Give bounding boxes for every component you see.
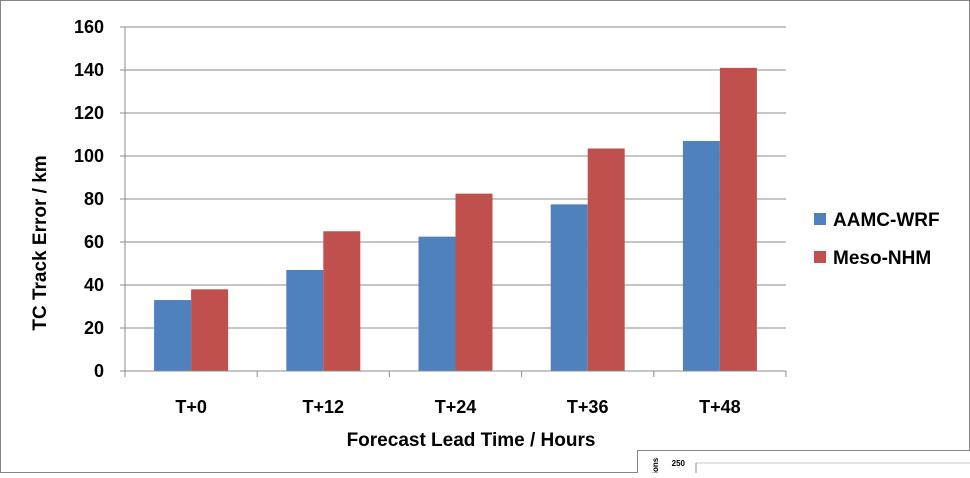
legend-swatch — [814, 251, 826, 263]
inset-y-tick-label: 250 — [672, 459, 686, 468]
bar-meso-nhm — [456, 194, 493, 371]
x-axis-label: Forecast Lead Time / Hours — [347, 430, 596, 451]
bar-aamc-wrf — [286, 270, 323, 371]
inset-chart-border — [638, 451, 970, 474]
y-tick-label: 60 — [84, 232, 104, 252]
y-tick-label: 100 — [74, 146, 104, 166]
y-tick-label: 120 — [74, 103, 104, 123]
y-tick-label: 0 — [94, 361, 104, 381]
x-tick-label: T+0 — [175, 397, 207, 417]
y-tick-label: 140 — [74, 60, 104, 80]
x-tick-label: T+36 — [567, 397, 609, 417]
bar-meso-nhm — [720, 68, 757, 371]
y-axis-label: TC Track Error / km — [30, 155, 51, 330]
bar-meso-nhm — [191, 289, 228, 371]
bar-aamc-wrf — [419, 237, 456, 371]
bar-aamc-wrf — [154, 300, 191, 371]
y-tick-label: 160 — [74, 17, 104, 37]
x-tick-label: T+48 — [699, 397, 741, 417]
x-tick-label: T+12 — [303, 397, 345, 417]
legend-label: Meso-NHM — [833, 248, 931, 269]
y-tick-label: 20 — [84, 318, 104, 338]
inset-y-axis-label: ions — [651, 457, 660, 473]
bar-meso-nhm — [588, 148, 625, 371]
y-tick-label: 40 — [84, 275, 104, 295]
x-tick-label: T+24 — [435, 397, 477, 417]
legend-label: AAMC-WRF — [833, 210, 940, 231]
y-tick-label: 80 — [84, 189, 104, 209]
bar-aamc-wrf — [683, 141, 720, 371]
bar-meso-nhm — [323, 231, 360, 371]
bar-aamc-wrf — [551, 204, 588, 371]
legend-swatch — [814, 213, 826, 225]
inset-chart: 200250 ions — [638, 451, 970, 474]
